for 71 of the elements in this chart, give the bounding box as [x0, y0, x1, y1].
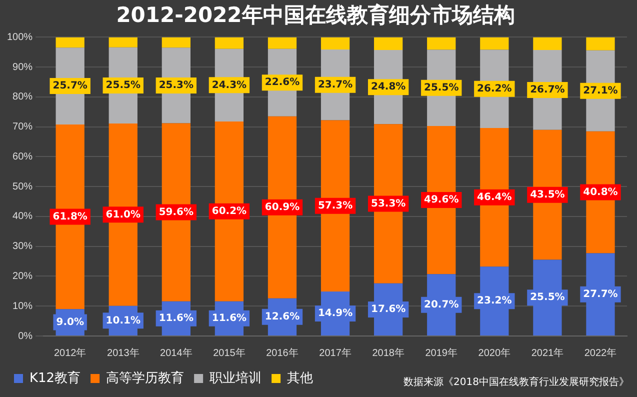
- data-label: 12.6%: [264, 312, 300, 323]
- data-label: 49.6%: [424, 194, 459, 206]
- data-label: 27.1%: [583, 85, 618, 96]
- data-label: 25.5%: [530, 292, 565, 304]
- x-tick-label: 2020年: [478, 346, 511, 359]
- data-label: 46.4%: [477, 192, 512, 203]
- bar: [374, 37, 403, 50]
- x-tick-label: 2016年: [266, 346, 298, 359]
- bar: [268, 37, 297, 49]
- x-tick-label: 2012年: [54, 346, 86, 359]
- y-tick-label: 20%: [12, 270, 33, 282]
- data-label: 20.7%: [424, 299, 459, 310]
- data-label: 53.3%: [370, 198, 406, 210]
- data-label: 25.5%: [424, 82, 459, 94]
- bar: [56, 37, 84, 48]
- legend-label: 职业培训: [210, 370, 262, 386]
- bar: [480, 37, 509, 50]
- data-label: 60.9%: [264, 202, 300, 213]
- bar: [320, 37, 350, 50]
- y-tick-label: 0%: [18, 330, 33, 342]
- x-tick-label: 2022年: [584, 346, 617, 359]
- legend-label: K12教育: [30, 370, 81, 386]
- y-tick-label: 60%: [12, 151, 33, 162]
- legend-label: 其他: [287, 370, 314, 386]
- y-tick-label: 80%: [12, 92, 33, 103]
- y-tick-label: 40%: [12, 211, 33, 222]
- data-label: 61.8%: [52, 211, 88, 222]
- data-label: 17.6%: [370, 304, 406, 316]
- data-label: 23.7%: [318, 79, 353, 90]
- data-label: 25.3%: [158, 80, 194, 92]
- data-label: 27.7%: [583, 288, 618, 300]
- y-tick-label: 30%: [12, 241, 33, 252]
- data-label: 11.6%: [158, 313, 194, 324]
- x-tick-label: 2014年: [160, 346, 192, 359]
- data-label: 25.7%: [52, 80, 88, 92]
- data-label: 25.5%: [106, 80, 140, 92]
- y-tick-label: 100%: [7, 32, 33, 43]
- data-label: 60.2%: [212, 206, 247, 217]
- bar: [214, 37, 244, 49]
- data-label: 24.8%: [370, 82, 406, 93]
- bar: [586, 37, 615, 50]
- x-tick-label: 2013年: [107, 346, 140, 359]
- source-note: 数据来源《2018中国在线教育行业发展研究报告》: [404, 376, 629, 389]
- data-label: 23.2%: [477, 296, 512, 307]
- data-label: 11.6%: [212, 313, 247, 324]
- x-tick-label: 2021年: [531, 346, 564, 359]
- chart-title: 2012-2022年中国在线教育细分市场结构: [116, 3, 515, 28]
- y-tick-label: 70%: [12, 122, 33, 133]
- data-label: 24.3%: [212, 80, 247, 91]
- bar: [162, 37, 190, 48]
- data-label: 26.7%: [530, 84, 565, 96]
- x-tick-label: 2018年: [372, 346, 404, 359]
- x-tick-label: 2019年: [425, 346, 458, 359]
- data-label: 59.6%: [158, 206, 194, 218]
- bar: [108, 37, 138, 48]
- data-label: 10.1%: [106, 315, 140, 326]
- legend-label: 高等学历教育: [106, 370, 184, 386]
- data-label: 40.8%: [583, 186, 618, 198]
- data-label: 22.6%: [264, 77, 300, 88]
- data-label: 14.9%: [318, 308, 353, 320]
- data-label: 57.3%: [318, 200, 353, 212]
- y-tick-label: 10%: [12, 300, 33, 312]
- x-tick-label: 2015年: [213, 346, 246, 359]
- bar: [427, 37, 456, 50]
- y-tick-label: 50%: [12, 181, 33, 192]
- x-tick-label: 2017年: [319, 346, 352, 359]
- data-label: 61.0%: [106, 209, 140, 220]
- bar: [533, 37, 562, 50]
- data-label: 43.5%: [530, 189, 565, 200]
- y-tick-label: 90%: [12, 62, 33, 73]
- data-label: 26.2%: [477, 83, 512, 94]
